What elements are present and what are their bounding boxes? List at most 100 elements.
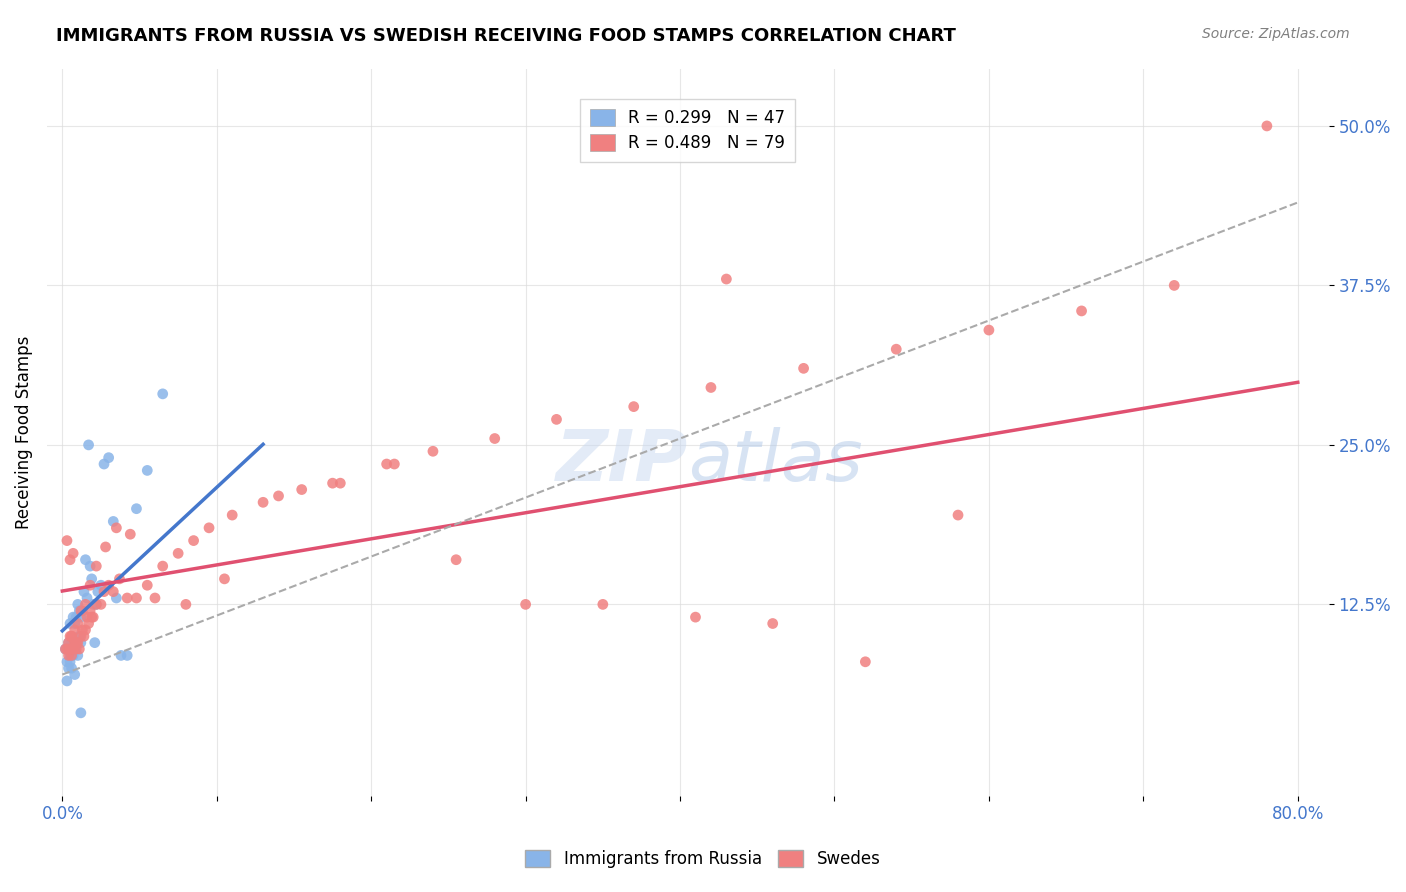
Immigrants from Russia	[58, 635, 80, 649]
Immigrants from Russia	[62, 648, 84, 663]
Immigrants from Russia	[63, 642, 86, 657]
Swedes	[198, 521, 221, 535]
Immigrants from Russia	[67, 604, 90, 618]
Swedes	[444, 552, 467, 566]
Swedes	[62, 642, 84, 657]
Immigrants from Russia	[82, 598, 104, 612]
Swedes	[267, 489, 290, 503]
Swedes	[221, 508, 243, 522]
Swedes	[291, 483, 314, 497]
Swedes	[72, 623, 94, 637]
Swedes	[63, 623, 86, 637]
Immigrants from Russia	[136, 463, 159, 477]
Immigrants from Russia	[66, 648, 89, 663]
Immigrants from Russia	[87, 584, 110, 599]
Swedes	[136, 578, 159, 592]
Swedes	[90, 598, 112, 612]
Swedes	[977, 323, 1000, 337]
Immigrants from Russia	[65, 635, 87, 649]
Text: ZIP: ZIP	[555, 426, 688, 496]
Immigrants from Russia	[63, 667, 86, 681]
Swedes	[79, 604, 101, 618]
Swedes	[484, 432, 506, 446]
Swedes	[716, 272, 738, 286]
Swedes	[252, 495, 274, 509]
Swedes	[375, 457, 398, 471]
Swedes	[75, 623, 97, 637]
Text: IMMIGRANTS FROM RUSSIA VS SWEDISH RECEIVING FOOD STAMPS CORRELATION CHART: IMMIGRANTS FROM RUSSIA VS SWEDISH RECEIV…	[56, 27, 956, 45]
Swedes	[84, 559, 107, 574]
Swedes	[623, 400, 645, 414]
Immigrants from Russia	[75, 552, 97, 566]
Immigrants from Russia	[58, 661, 80, 675]
Swedes	[59, 629, 82, 643]
Immigrants from Russia	[152, 387, 174, 401]
Swedes	[59, 642, 82, 657]
Swedes	[214, 572, 236, 586]
Swedes	[77, 616, 100, 631]
Immigrants from Russia	[62, 642, 84, 657]
Immigrants from Russia	[59, 648, 82, 663]
Swedes	[329, 476, 352, 491]
Immigrants from Russia	[97, 450, 120, 465]
Legend: R = 0.299   N = 47, R = 0.489   N = 79: R = 0.299 N = 47, R = 0.489 N = 79	[581, 99, 796, 161]
Swedes	[546, 412, 568, 426]
Swedes	[59, 552, 82, 566]
Immigrants from Russia	[60, 661, 83, 675]
Immigrants from Russia	[103, 515, 125, 529]
Immigrants from Russia	[62, 610, 84, 624]
Swedes	[115, 591, 138, 605]
Swedes	[183, 533, 205, 548]
Swedes	[1163, 278, 1185, 293]
Swedes	[105, 521, 128, 535]
Swedes	[56, 642, 79, 657]
Swedes	[80, 610, 103, 624]
Swedes	[66, 616, 89, 631]
Swedes	[884, 342, 907, 356]
Immigrants from Russia	[67, 629, 90, 643]
Immigrants from Russia	[60, 635, 83, 649]
Swedes	[700, 380, 723, 394]
Swedes	[152, 559, 174, 574]
Swedes	[125, 591, 148, 605]
Immigrants from Russia	[115, 648, 138, 663]
Swedes	[65, 635, 87, 649]
Swedes	[56, 533, 79, 548]
Swedes	[94, 540, 117, 554]
Swedes	[84, 598, 107, 612]
Y-axis label: Receiving Food Stamps: Receiving Food Stamps	[15, 335, 32, 529]
Swedes	[67, 642, 90, 657]
Immigrants from Russia	[73, 584, 96, 599]
Immigrants from Russia	[72, 604, 94, 618]
Swedes	[120, 527, 142, 541]
Immigrants from Russia	[66, 598, 89, 612]
Swedes	[63, 635, 86, 649]
Swedes	[75, 598, 97, 612]
Swedes	[66, 635, 89, 649]
Immigrants from Russia	[70, 706, 93, 720]
Swedes	[70, 604, 93, 618]
Swedes	[685, 610, 707, 624]
Immigrants from Russia	[76, 591, 98, 605]
Immigrants from Russia	[105, 591, 128, 605]
Text: atlas: atlas	[688, 426, 862, 496]
Immigrants from Russia	[56, 673, 79, 688]
Swedes	[65, 642, 87, 657]
Immigrants from Russia	[83, 635, 105, 649]
Swedes	[946, 508, 969, 522]
Immigrants from Russia	[110, 648, 132, 663]
Swedes	[103, 584, 125, 599]
Swedes	[97, 578, 120, 592]
Text: Source: ZipAtlas.com: Source: ZipAtlas.com	[1202, 27, 1350, 41]
Swedes	[1256, 119, 1278, 133]
Swedes	[1070, 304, 1092, 318]
Swedes	[422, 444, 444, 458]
Swedes	[762, 616, 785, 631]
Swedes	[108, 572, 131, 586]
Immigrants from Russia	[70, 635, 93, 649]
Immigrants from Russia	[90, 578, 112, 592]
Swedes	[322, 476, 344, 491]
Swedes	[60, 629, 83, 643]
Swedes	[70, 629, 93, 643]
Swedes	[515, 598, 537, 612]
